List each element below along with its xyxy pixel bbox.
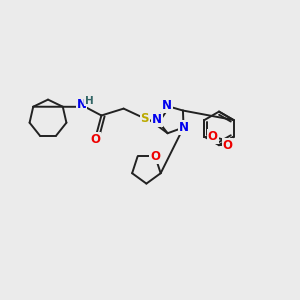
Text: S: S [140,112,149,125]
Text: O: O [208,130,218,143]
Text: H: H [85,96,94,106]
Text: O: O [150,150,160,163]
Text: N: N [162,99,172,112]
Text: O: O [222,139,233,152]
Text: N: N [76,98,87,111]
Text: N: N [178,121,188,134]
Text: N: N [152,113,162,126]
Text: O: O [90,133,100,146]
